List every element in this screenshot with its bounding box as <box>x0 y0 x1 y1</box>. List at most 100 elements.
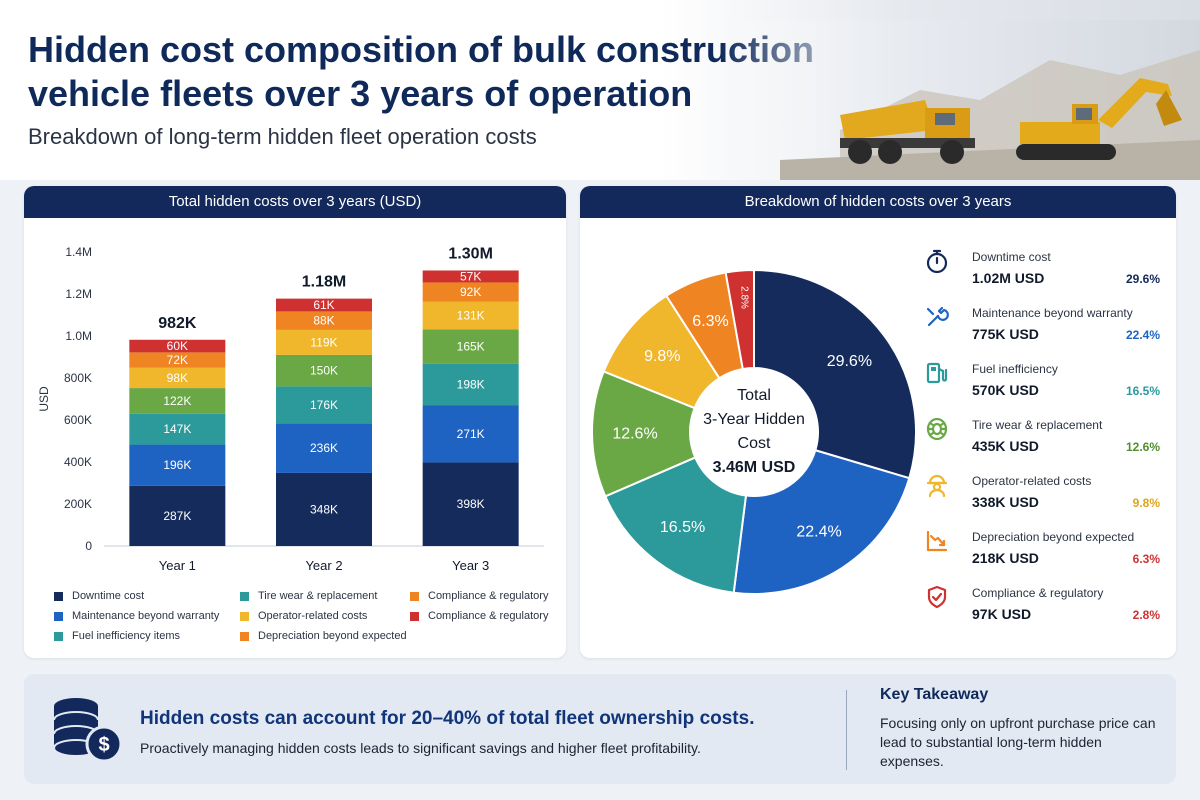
bar-segment-label: 150K <box>310 364 338 378</box>
y-tick-label: 1.4M <box>65 245 92 259</box>
bar-segment <box>276 311 372 330</box>
cost-breakdown-amount: 435K USD <box>972 438 1039 454</box>
summary-banner: $ Hidden costs can account for 20–40% of… <box>24 674 1176 784</box>
svg-text:$: $ <box>98 734 109 756</box>
bar-segment <box>422 301 519 330</box>
y-tick-label: 600K <box>64 413 92 427</box>
legend-label: Tire wear & replacement <box>258 590 378 602</box>
excavator-icon <box>1016 78 1182 160</box>
legend-item: Depreciation beyond expected <box>240 630 407 642</box>
cost-breakdown-percent: 12.6% <box>1125 440 1160 454</box>
cost-breakdown-item: Tire wear & replacement 435K USD 12.6% <box>924 406 1164 462</box>
x-tick-label: Year 3 <box>452 558 489 573</box>
bar-segment-label: 287K <box>163 509 191 523</box>
y-axis-label: USD <box>37 386 51 412</box>
cost-breakdown-name: Operator-related costs <box>972 474 1092 488</box>
y-tick-label: 1.0M <box>65 329 92 343</box>
page-title: Hidden cost composition of bulk construc… <box>28 29 815 114</box>
cost-breakdown-amount: 1.02M USD <box>972 270 1045 286</box>
bar-segment-label: 60K <box>167 339 188 353</box>
stopwatch-icon <box>926 249 948 274</box>
page-subtitle: Breakdown of long-term hidden fleet oper… <box>28 124 537 149</box>
bar-segment-label: 88K <box>313 314 334 328</box>
bar-segment <box>129 388 226 414</box>
bar-segment <box>129 352 226 368</box>
cost-breakdown-percent: 22.4% <box>1125 328 1160 342</box>
cost-breakdown-name: Downtime cost <box>972 250 1051 264</box>
y-tick-label: 200K <box>64 497 92 511</box>
bar-segment-label: 92K <box>460 285 481 299</box>
bar-segment-label: 165K <box>457 340 485 354</box>
legend-item: Compliance & regulatory <box>410 590 548 602</box>
donut-slice <box>604 456 748 594</box>
bar-segment <box>129 413 226 445</box>
bar-segment-label: 131K <box>457 309 485 323</box>
bar-segment-label: 98K <box>167 371 188 385</box>
cost-breakdown-amount: 338K USD <box>972 494 1039 510</box>
donut-slice-label: 12.6% <box>612 425 657 442</box>
bar-segment <box>276 354 372 387</box>
summary-subtext: Proactively managing hidden costs leads … <box>140 740 701 756</box>
cost-breakdown-item: Downtime cost 1.02M USD 29.6% <box>924 238 1164 294</box>
donut-slice-label: 22.4% <box>796 524 841 541</box>
legend-label: Downtime cost <box>72 590 145 602</box>
donut-center-label: 3-Year Hidden <box>703 411 805 428</box>
key-takeaway-text: Focusing only on upfront purchase price … <box>880 715 1156 769</box>
legend-swatch <box>54 591 63 601</box>
bar-segment-label: 271K <box>457 427 485 441</box>
cost-breakdown-percent: 2.8% <box>1132 608 1160 622</box>
x-tick-label: Year 2 <box>305 558 342 573</box>
cost-breakdown-name: Fuel inefficiency <box>972 362 1058 376</box>
legend-label: Operator-related costs <box>258 610 368 622</box>
bar-segment <box>129 339 226 353</box>
bar-segment-label: 72K <box>167 353 188 367</box>
bar-segment-label: 122K <box>163 394 191 408</box>
donut-chart-panel: Breakdown of hidden costs over 3 years 2… <box>580 186 1176 658</box>
bar-total-label: 1.30M <box>448 245 492 262</box>
wrench-icon <box>926 306 949 327</box>
bar-segment <box>276 472 372 546</box>
bar-segment <box>276 329 372 355</box>
bar-total-label: 982K <box>158 315 197 332</box>
cost-breakdown-percent: 29.6% <box>1125 272 1160 286</box>
legend-swatch <box>54 611 63 621</box>
donut-slice-label: 9.8% <box>644 348 680 365</box>
bar-segment <box>276 298 372 312</box>
donut-slice-label: 2.8% <box>739 286 750 309</box>
donut-center-label: 3.46M USD <box>713 459 796 476</box>
bar-segment-label: 196K <box>163 458 191 472</box>
cost-breakdown-item: Maintenance beyond warranty 775K USD 22.4% <box>924 294 1164 350</box>
donut-center-label: Total <box>737 387 771 404</box>
bar-segment-label: 398K <box>457 497 485 511</box>
legend-item: Fuel inefficiency items <box>54 630 180 642</box>
bar-segment-label: 61K <box>313 298 334 312</box>
bar-chart-title: Total hidden costs over 3 years (USD) <box>24 186 566 218</box>
bar-segment <box>422 270 519 283</box>
cost-breakdown-item: Fuel inefficiency 570K USD 16.5% <box>924 350 1164 406</box>
bar-segment-label: 176K <box>310 398 338 412</box>
cost-breakdown-amount: 218K USD <box>972 550 1039 566</box>
bar-segment <box>129 367 226 389</box>
bar-segment <box>129 485 226 546</box>
cost-breakdown-name: Depreciation beyond expected <box>972 530 1135 544</box>
summary-divider <box>846 690 847 770</box>
cost-breakdown-amount: 97K USD <box>972 606 1032 622</box>
cost-breakdown-item: Compliance & regulatory 97K USD 2.8% <box>924 574 1164 630</box>
donut-center-label: Cost <box>738 435 771 452</box>
legend-swatch <box>240 611 249 621</box>
legend-label: Fuel inefficiency items <box>72 630 181 642</box>
x-tick-label: Year 1 <box>159 558 196 573</box>
legend-item: Operator-related costs <box>240 610 367 622</box>
legend-swatch <box>410 591 419 601</box>
chart-decline-icon <box>926 530 948 552</box>
tire-icon <box>926 417 948 441</box>
legend-item: Maintenance beyond warranty <box>54 610 219 622</box>
donut-slice <box>753 268 917 480</box>
donut-slice-label: 6.3% <box>692 313 728 330</box>
bar-chart-panel: Total hidden costs over 3 years (USD) 0 2… <box>24 186 566 658</box>
bar-segment-label: 57K <box>460 269 481 283</box>
bar-segment-label: 348K <box>310 502 338 516</box>
bar-segment-label: 119K <box>310 335 337 349</box>
bar-segment <box>422 405 519 463</box>
dump-truck-icon <box>840 100 975 164</box>
